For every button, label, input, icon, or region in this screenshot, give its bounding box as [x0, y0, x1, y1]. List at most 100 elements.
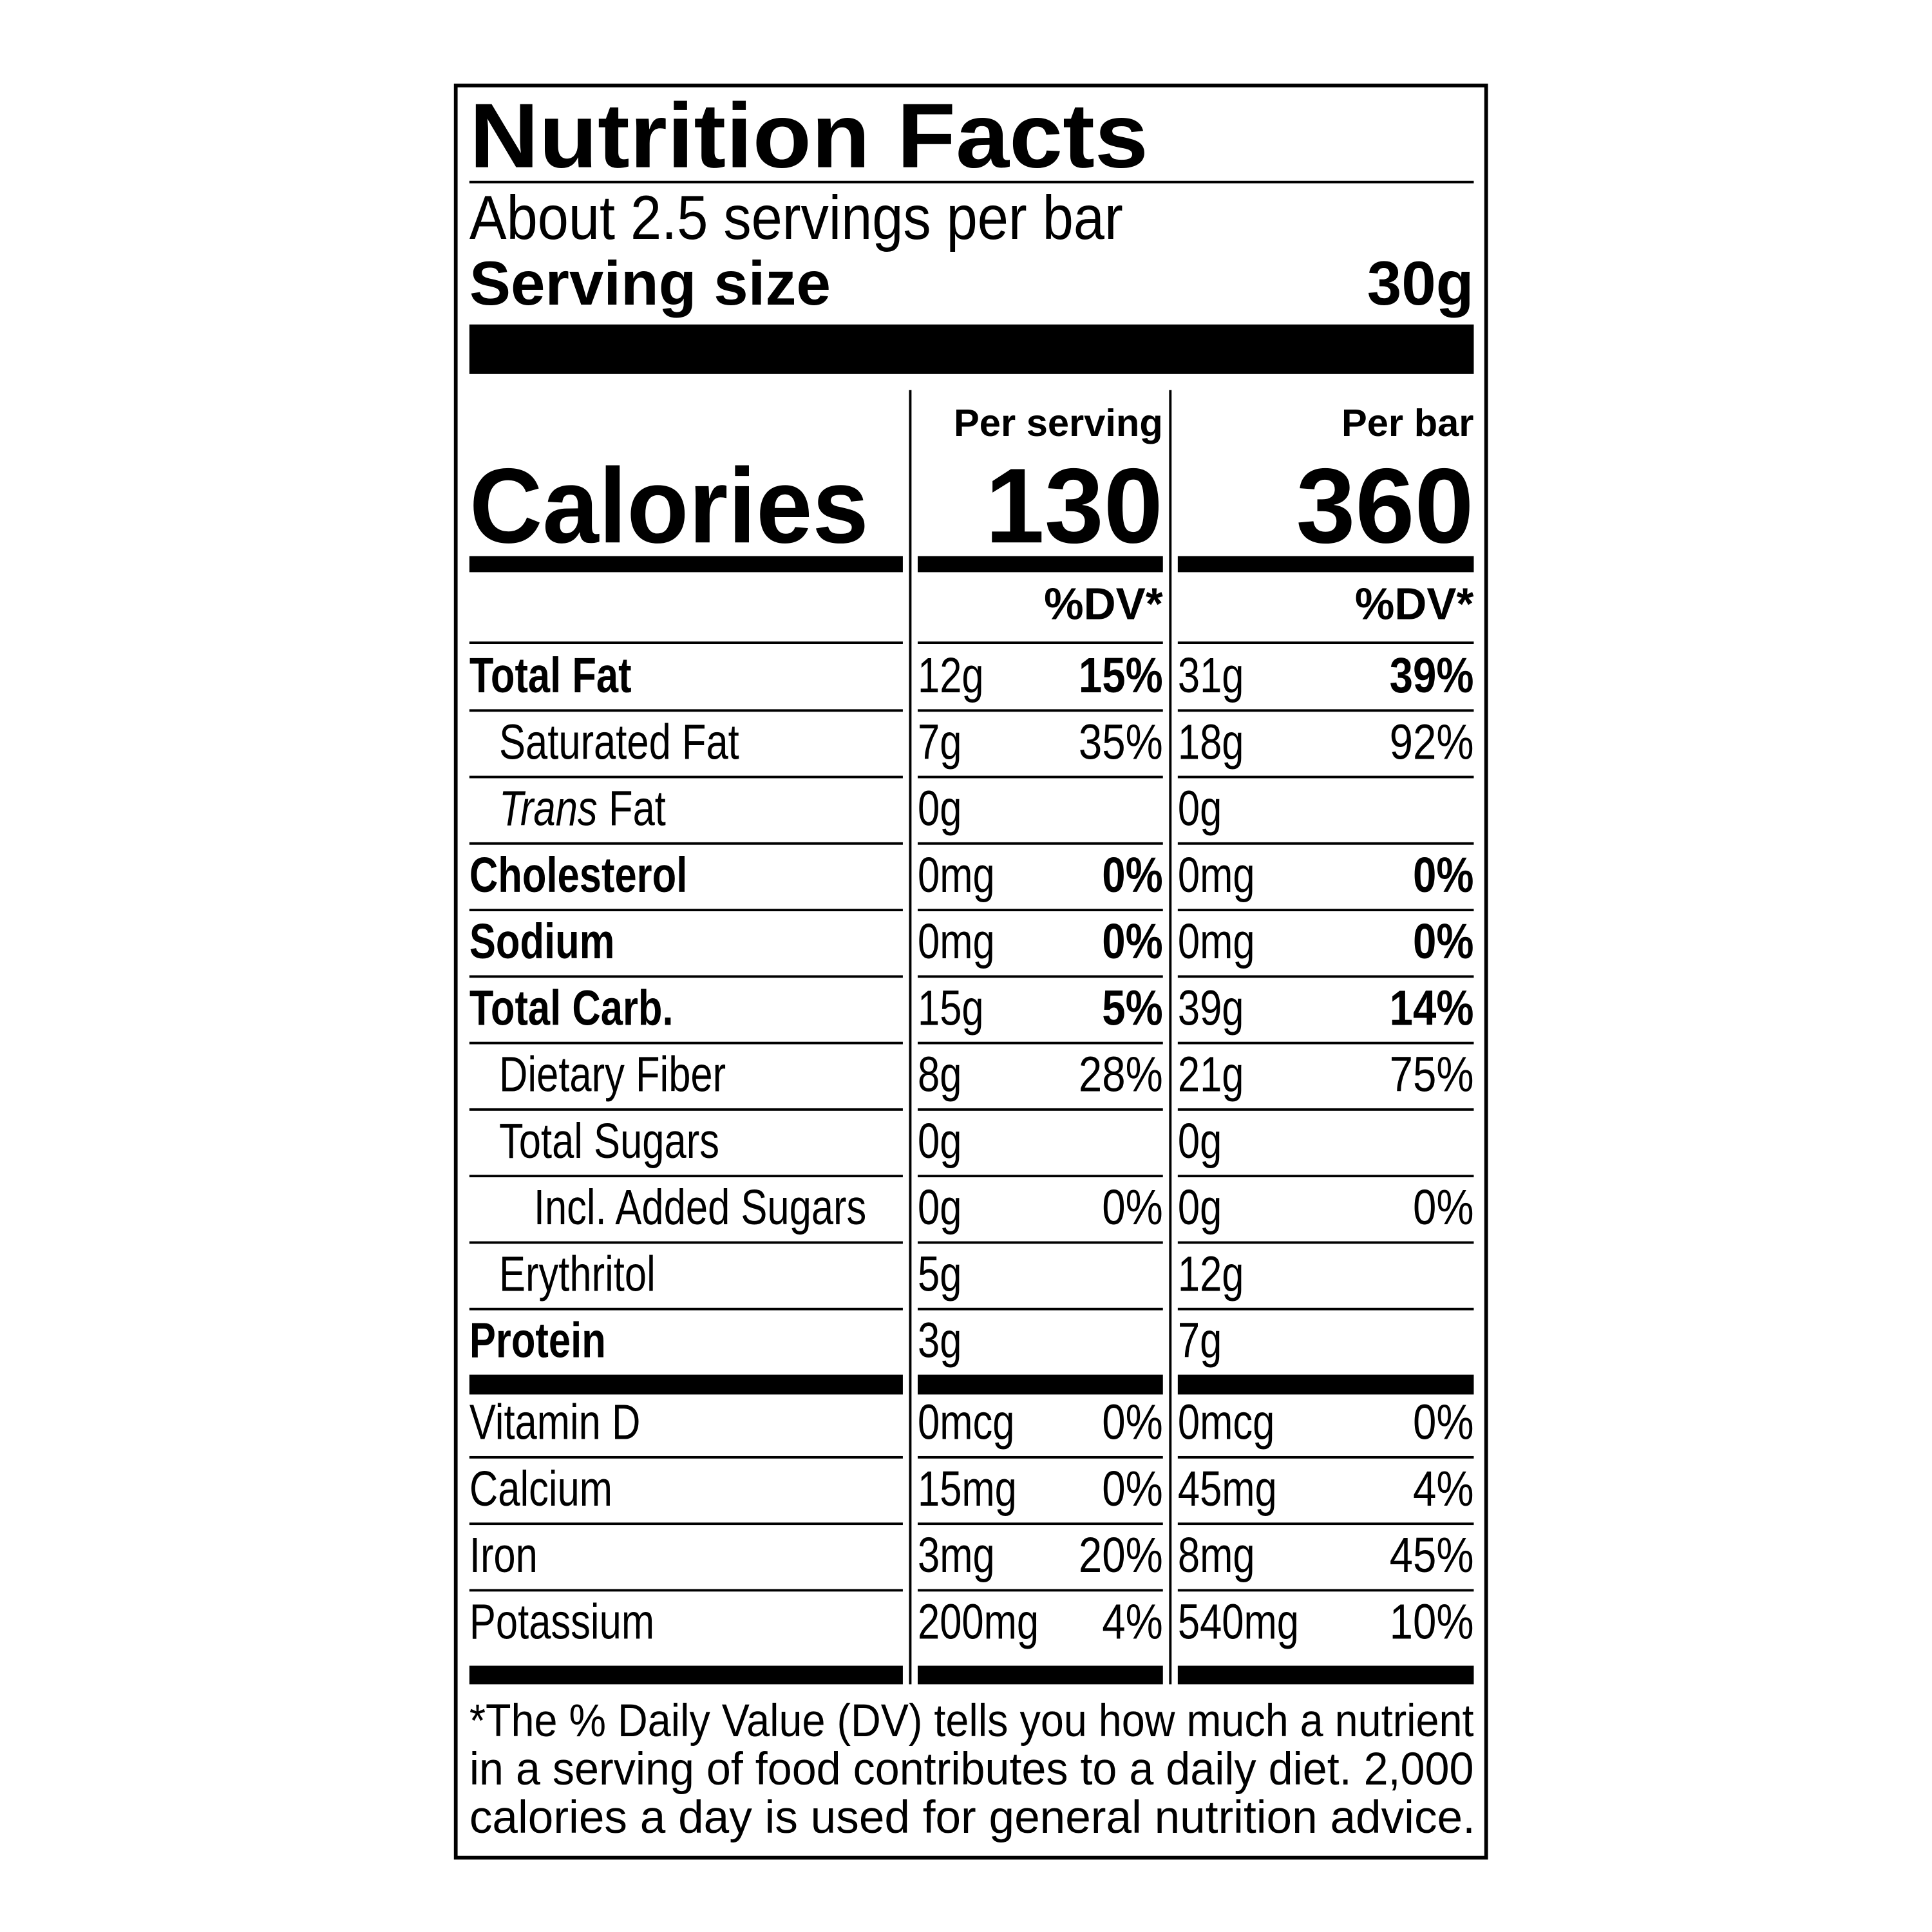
nutrient-label: Cholesterol — [469, 847, 687, 902]
nutrient-label: Protein — [469, 1312, 606, 1368]
dv-heading: %DV* — [1355, 579, 1474, 629]
nutrient-label: Potassium — [469, 1594, 654, 1649]
nutrient-label-italic: Trans — [499, 781, 598, 836]
daily-value: 45% — [1390, 1528, 1474, 1583]
rule — [469, 1307, 903, 1311]
rule — [918, 1589, 1163, 1592]
daily-value: 0% — [1102, 1395, 1162, 1450]
column-heading: Per serving — [954, 401, 1163, 444]
rule — [469, 1108, 903, 1111]
rule — [469, 1522, 903, 1526]
rule — [918, 1241, 1163, 1244]
amount: 12g — [918, 647, 984, 703]
daily-value: 92% — [1390, 714, 1474, 770]
rule — [469, 842, 903, 845]
amount: 18g — [1178, 714, 1244, 770]
rule — [469, 1175, 903, 1178]
rule — [1177, 1522, 1474, 1526]
daily-value: 14% — [1390, 980, 1474, 1036]
daily-value: 20% — [1079, 1528, 1163, 1583]
calories-label: Calories — [469, 447, 869, 566]
daily-value: 15% — [1079, 648, 1163, 703]
rule — [469, 641, 903, 644]
amount: 0g — [1178, 1113, 1222, 1168]
daily-value: 4% — [1102, 1594, 1162, 1649]
serving-size-label: Serving size — [469, 249, 831, 318]
rule — [1177, 1041, 1474, 1045]
amount: 15g — [918, 980, 984, 1036]
amount: 12g — [1178, 1246, 1244, 1302]
amount: 0g — [918, 1180, 961, 1235]
rule — [469, 975, 903, 978]
rule — [1177, 775, 1474, 779]
amount: 39g — [1178, 980, 1244, 1036]
daily-value: 0% — [1102, 1461, 1162, 1517]
daily-value: 0% — [1413, 1180, 1473, 1235]
amount: 8g — [918, 1046, 961, 1102]
rule — [1177, 1455, 1474, 1459]
servings: About 2.5 servings per bar — [469, 184, 1123, 252]
rule — [469, 1589, 903, 1592]
rule — [1177, 1108, 1474, 1111]
title: Nutrition Facts — [469, 84, 1148, 187]
amount: 0mg — [1178, 914, 1255, 969]
amount: 0mg — [918, 914, 995, 969]
dv-heading: %DV* — [1044, 579, 1163, 629]
rule — [918, 1108, 1163, 1111]
label-border — [453, 83, 1488, 1860]
amount: 0g — [918, 1113, 961, 1168]
serving-size-value: 30g — [1367, 249, 1474, 318]
rule — [918, 1522, 1163, 1526]
rule — [1177, 842, 1474, 845]
thick-bar — [918, 556, 1163, 573]
amount: 45mg — [1178, 1461, 1277, 1516]
footnote-line: *The % Daily Value (DV) tells you how mu… — [469, 1696, 1474, 1747]
nutrient-label: Dietary Fiber — [499, 1046, 726, 1102]
rule — [918, 1307, 1163, 1311]
amount: 0g — [1178, 1180, 1222, 1235]
rule — [918, 1455, 1163, 1459]
amount: 15mg — [918, 1461, 1017, 1516]
amount: 8mg — [1178, 1528, 1255, 1583]
amount: 7g — [918, 714, 961, 770]
daily-value: 0% — [1413, 914, 1473, 969]
column-heading: Per bar — [1341, 401, 1473, 444]
rule — [469, 1241, 903, 1244]
amount: 0mcg — [918, 1394, 1014, 1450]
rule — [469, 909, 903, 911]
rule — [1177, 975, 1474, 978]
nutrient-label: Total Sugars — [499, 1113, 719, 1168]
rule — [1177, 709, 1474, 712]
rule — [918, 709, 1163, 712]
amount: 0g — [918, 781, 961, 836]
daily-value: 10% — [1390, 1594, 1474, 1649]
rule — [1177, 1241, 1474, 1244]
amount: 31g — [1178, 647, 1244, 703]
daily-value: 5% — [1102, 980, 1162, 1036]
nutrient-label: Vitamin D — [469, 1394, 641, 1450]
daily-value: 28% — [1079, 1047, 1163, 1103]
daily-value: 39% — [1390, 648, 1474, 703]
nutrient-label: Saturated Fat — [499, 714, 739, 770]
thick-bar — [469, 556, 903, 573]
nutrient-label: Erythritol — [499, 1246, 656, 1302]
nutrient-label: Total Carb. — [469, 980, 674, 1036]
thick-bar — [1177, 1665, 1474, 1685]
amount: 540mg — [1178, 1594, 1299, 1649]
rule — [918, 975, 1163, 978]
rule — [469, 709, 903, 712]
rule — [918, 842, 1163, 845]
daily-value: 4% — [1413, 1461, 1473, 1517]
rule — [918, 641, 1163, 644]
daily-value: 0% — [1413, 848, 1473, 903]
calories-value: 360 — [1296, 446, 1474, 565]
daily-value: 0% — [1102, 1180, 1162, 1235]
rule — [918, 1175, 1163, 1178]
rule — [469, 1455, 903, 1459]
calories-value: 130 — [985, 446, 1163, 565]
amount: 0mcg — [1178, 1394, 1274, 1450]
nutrient-label: Calcium — [469, 1461, 612, 1516]
rule — [918, 909, 1163, 911]
thick-bar — [469, 1665, 903, 1685]
